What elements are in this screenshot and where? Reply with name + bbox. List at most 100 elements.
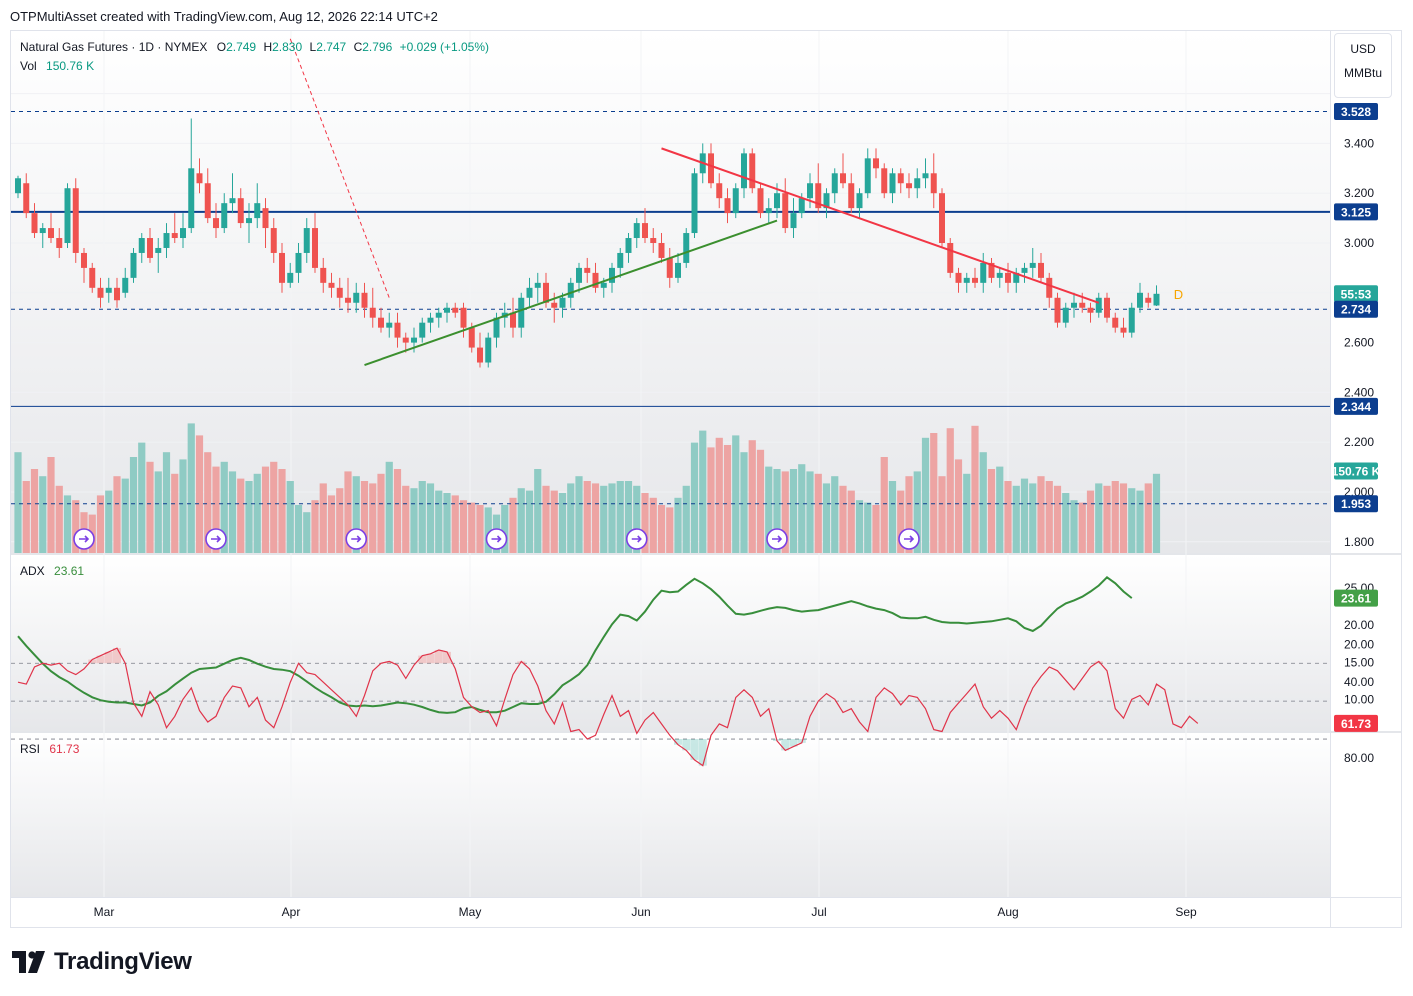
candle-body xyxy=(592,272,599,288)
volume-bar xyxy=(484,507,492,553)
volume-bar xyxy=(105,490,113,553)
unit-label[interactable]: MMBtu xyxy=(1343,66,1382,80)
volume-bar xyxy=(261,466,270,553)
volume-bar xyxy=(146,461,154,553)
volume-bar xyxy=(789,469,798,553)
volume-bar xyxy=(732,435,740,553)
volume-bar xyxy=(517,488,525,553)
tradingview-logo[interactable]: TradingView xyxy=(12,946,192,978)
volume-bar xyxy=(410,488,418,553)
open-label: O xyxy=(216,40,227,54)
volume-bar xyxy=(369,483,377,553)
currency-label[interactable]: USD xyxy=(1350,42,1376,56)
volume-bar xyxy=(327,495,336,553)
event-arrow-icon xyxy=(351,535,362,543)
volume-bar xyxy=(1086,490,1095,553)
volume-bar xyxy=(187,423,195,553)
candle-body xyxy=(609,267,615,283)
price-tick-label: 2.400 xyxy=(1344,385,1374,399)
volume-bar xyxy=(72,500,80,553)
time-tick-label: Apr xyxy=(282,905,301,919)
volume-bar xyxy=(558,493,567,553)
candle-body xyxy=(39,228,46,234)
volume-bar xyxy=(451,495,459,553)
currency-unit-selector[interactable]: USD MMBtu xyxy=(1334,33,1392,98)
candle-body xyxy=(930,173,937,194)
price-tag xyxy=(1334,462,1378,480)
volume-bar xyxy=(905,476,913,553)
candle-body xyxy=(848,183,855,209)
rsi-label[interactable]: RSI xyxy=(20,742,41,756)
time-tick-label: Mar xyxy=(94,905,115,919)
adx-tick-label: 15.00 xyxy=(1344,655,1374,669)
candle-body xyxy=(303,228,310,253)
volume-bar xyxy=(402,485,410,553)
candle-body xyxy=(180,228,186,239)
volume-bar xyxy=(880,457,888,553)
price-tag-label: 3.528 xyxy=(1341,105,1371,119)
volume-bar xyxy=(179,459,187,553)
candle-body xyxy=(221,203,228,229)
adx-value: 23.61 xyxy=(54,564,85,578)
rsi-tick-label: 80.00 xyxy=(1344,751,1374,765)
volume-bar xyxy=(897,490,905,553)
volume-label[interactable]: Vol xyxy=(20,59,37,73)
volume-bar xyxy=(377,473,385,553)
candle-body xyxy=(691,173,698,234)
candle-body xyxy=(394,322,401,338)
candle-body xyxy=(600,282,607,288)
volume-bar xyxy=(426,483,435,553)
price-candles xyxy=(15,118,1160,368)
candle-body xyxy=(790,213,797,229)
event-markers xyxy=(73,528,920,550)
candle-body xyxy=(996,272,1003,278)
volume-bar xyxy=(1111,481,1119,553)
candle-body xyxy=(105,287,112,293)
volume-bar xyxy=(888,481,897,553)
candle-body xyxy=(1029,262,1036,268)
candle-body xyxy=(336,287,343,298)
volume-bars xyxy=(14,423,1161,553)
candle-body xyxy=(435,312,442,318)
volume-bar xyxy=(575,476,583,553)
candle-body xyxy=(625,238,632,253)
volume-bar xyxy=(641,493,649,553)
price-tag-label: 1.953 xyxy=(1341,497,1371,511)
symbol-title[interactable]: Natural Gas Futures · 1D · NYMEX xyxy=(20,40,208,54)
rsi-overbought-fill xyxy=(674,739,806,766)
candle-body xyxy=(279,252,285,283)
volume-bar xyxy=(930,433,938,553)
event-arrow-icon xyxy=(631,535,642,543)
candle-body xyxy=(840,173,846,184)
volume-bar xyxy=(1037,476,1045,553)
candle-body xyxy=(914,178,921,189)
candle-body xyxy=(675,262,681,278)
candle-body xyxy=(1112,317,1119,328)
change-value: +0.029 (+1.05%) xyxy=(399,40,490,54)
candle-body xyxy=(939,193,945,243)
candle-body xyxy=(683,233,690,263)
rsi-tag xyxy=(1334,714,1378,732)
volume-bar xyxy=(1062,493,1070,553)
candle-body xyxy=(378,317,384,328)
volume-bar xyxy=(872,505,880,553)
volume-bar xyxy=(22,481,30,553)
volume-bar xyxy=(129,457,138,553)
candle-body xyxy=(650,238,657,243)
volume-bar xyxy=(154,471,162,553)
time-tick-label: May xyxy=(459,905,482,919)
volume-bar xyxy=(806,471,814,553)
price-pane-bg xyxy=(11,31,1330,553)
candle-body xyxy=(122,277,129,293)
candle-body xyxy=(633,223,640,239)
candle-body xyxy=(741,153,747,189)
adx-label[interactable]: ADX xyxy=(20,564,45,578)
volume-bar xyxy=(534,469,542,553)
volume-bar xyxy=(847,490,855,553)
candle-body xyxy=(1071,302,1077,308)
candle-body xyxy=(15,178,21,194)
price-tag xyxy=(1334,397,1378,415)
candle-body xyxy=(1087,307,1094,313)
candle-body xyxy=(765,208,772,214)
